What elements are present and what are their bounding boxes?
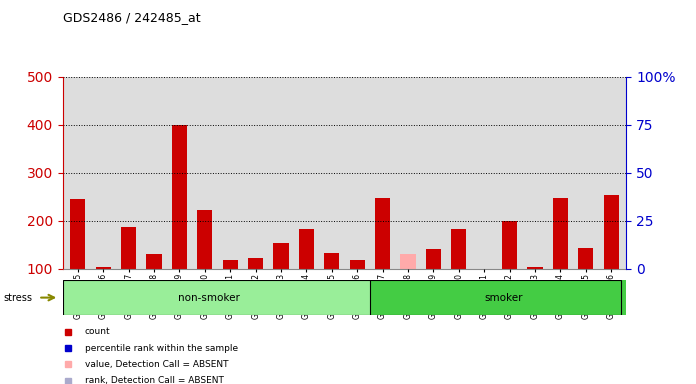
- Text: percentile rank within the sample: percentile rank within the sample: [84, 344, 238, 353]
- Bar: [146, 254, 161, 269]
- Bar: [502, 221, 517, 269]
- Bar: [451, 229, 466, 269]
- Bar: [400, 254, 416, 269]
- Bar: [426, 249, 441, 269]
- Bar: [324, 253, 340, 269]
- Bar: [370, 280, 637, 315]
- Bar: [349, 260, 365, 269]
- Text: smoker: smoker: [484, 293, 523, 303]
- Bar: [274, 243, 289, 269]
- Bar: [603, 195, 619, 269]
- Bar: [121, 227, 136, 269]
- Bar: [248, 258, 263, 269]
- Bar: [553, 198, 568, 269]
- Bar: [528, 267, 543, 269]
- Bar: [375, 198, 390, 269]
- Bar: [223, 260, 238, 269]
- Bar: [578, 248, 594, 269]
- Bar: [299, 229, 314, 269]
- Bar: [172, 125, 187, 269]
- Text: stress: stress: [3, 293, 33, 303]
- Bar: [63, 280, 370, 315]
- Text: count: count: [84, 327, 110, 336]
- Text: value, Detection Call = ABSENT: value, Detection Call = ABSENT: [84, 360, 228, 369]
- Bar: [95, 267, 111, 269]
- Text: rank, Detection Call = ABSENT: rank, Detection Call = ABSENT: [84, 376, 223, 384]
- Text: non-smoker: non-smoker: [177, 293, 239, 303]
- Text: GDS2486 / 242485_at: GDS2486 / 242485_at: [63, 12, 200, 25]
- Bar: [197, 210, 212, 269]
- Bar: [70, 199, 86, 269]
